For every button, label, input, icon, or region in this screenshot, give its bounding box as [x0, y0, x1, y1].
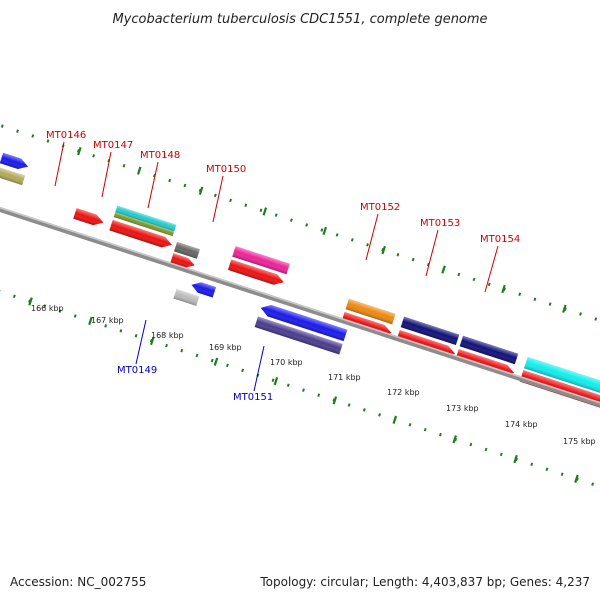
gene-feature-shading	[174, 241, 200, 259]
gene-label-mt0151[interactable]: MT0151	[233, 392, 273, 403]
map-title: Mycobacterium tuberculosis CDC1551, comp…	[112, 12, 487, 27]
gene-feature-shading	[341, 312, 392, 336]
gene-label-mt0148[interactable]: MT0148	[140, 150, 180, 161]
backbone-line	[0, 199, 600, 415]
outer-major-tick	[77, 147, 82, 156]
gene-feature-shading	[109, 219, 172, 248]
leader-line-mt0147	[101, 151, 112, 198]
gene-label-mt0150[interactable]: MT0150	[206, 164, 246, 175]
inner-major-tick	[332, 396, 338, 405]
gene-feature-shading	[73, 208, 104, 226]
leader-line-mt0150	[212, 175, 224, 223]
inner-major-tick	[273, 377, 279, 386]
outer-major-tick	[441, 265, 446, 274]
tick-label-170-kbp: 170 kbp	[270, 358, 303, 367]
gene-label-mt0152[interactable]: MT0152	[360, 202, 400, 213]
gene-feature-shading	[524, 356, 600, 399]
tick-label-167-kbp: 167 kbp	[91, 316, 124, 325]
outer-major-tick	[501, 284, 506, 294]
genome-track	[0, 124, 600, 488]
tick-label-171-kbp: 171 kbp	[328, 373, 361, 382]
tick-label-166-kbp: 166 kbp	[31, 304, 64, 313]
leader-line-mt0149	[135, 319, 147, 365]
inner-major-tick	[392, 415, 398, 424]
gene-feature-shading	[396, 329, 456, 357]
outer-major-tick	[136, 166, 142, 175]
gene-label-mt0146[interactable]: MT0146	[46, 130, 86, 141]
outer-tick-row	[0, 124, 600, 338]
gene-feature-shading	[227, 259, 284, 285]
leader-line-mt0146	[54, 141, 65, 187]
inner-major-tick	[574, 474, 579, 483]
gene-feature-shading	[400, 316, 460, 346]
inner-major-tick	[452, 435, 457, 444]
accession-text: Accession: NC_002755	[10, 575, 146, 589]
gene-feature-shading	[260, 305, 348, 342]
leader-line-mt0154	[484, 245, 499, 293]
genome-summary-text: Topology: circular; Length: 4,403,837 bp…	[259, 575, 590, 589]
gene-feature-shading	[455, 349, 515, 376]
gene-label-mt0149[interactable]: MT0149	[117, 365, 157, 376]
outer-major-tick	[562, 304, 567, 313]
gene-feature-shading	[115, 205, 177, 232]
gene-feature-shading	[0, 166, 26, 186]
gene-feature-shading	[113, 212, 175, 237]
inner-tick-row	[0, 274, 600, 488]
backbone-highlight	[0, 199, 600, 412]
gene-label-mt0153[interactable]: MT0153	[420, 218, 460, 229]
leader-line-mt0153	[425, 229, 439, 277]
tick-label-174-kbp: 174 kbp	[505, 420, 538, 429]
tick-label-172-kbp: 172 kbp	[387, 388, 420, 397]
inner-major-tick	[149, 336, 155, 346]
major-ticks	[28, 147, 579, 483]
outer-major-tick	[198, 186, 204, 195]
gene-labels: MT0146 MT0147 MT0148 MT0149 MT0150 MT0151 MT01…	[46, 130, 520, 403]
inner-major-tick	[88, 316, 93, 326]
outer-major-tick	[322, 226, 328, 236]
leader-line-mt0151	[253, 345, 265, 392]
outer-major-tick	[381, 245, 386, 255]
tick-label-173-kbp: 173 kbp	[446, 404, 479, 413]
gene-feature-shading	[345, 298, 396, 325]
gene-label-mt0154[interactable]: MT0154	[480, 234, 520, 245]
inner-major-tick	[28, 297, 33, 306]
leader-line-mt0148	[147, 161, 159, 209]
gene-leaders	[54, 141, 499, 392]
gene-feature-shading	[173, 288, 200, 306]
outer-major-tick	[262, 207, 268, 216]
tick-label-169-kbp: 169 kbp	[209, 343, 242, 352]
tick-label-175-kbp: 175 kbp	[563, 437, 596, 446]
gene-feature-shading	[191, 282, 217, 298]
leader-line-mt0152	[365, 213, 379, 261]
gene-label-mt0147[interactable]: MT0147	[93, 140, 133, 151]
inner-major-tick	[513, 454, 518, 464]
gene-feature-shading	[254, 316, 343, 355]
tick-label-168-kbp: 168 kbp	[151, 331, 184, 340]
gene-features	[0, 152, 600, 410]
gene-feature-shading	[170, 253, 195, 268]
inner-major-tick	[213, 357, 219, 366]
gene-feature-shading	[232, 246, 290, 275]
tick-labels: 166 kbp 167 kbp 168 kbp 169 kbp 170 kbp 171 k…	[31, 304, 596, 446]
gene-feature-shading	[459, 335, 519, 365]
gene-feature-shading	[0, 152, 29, 170]
